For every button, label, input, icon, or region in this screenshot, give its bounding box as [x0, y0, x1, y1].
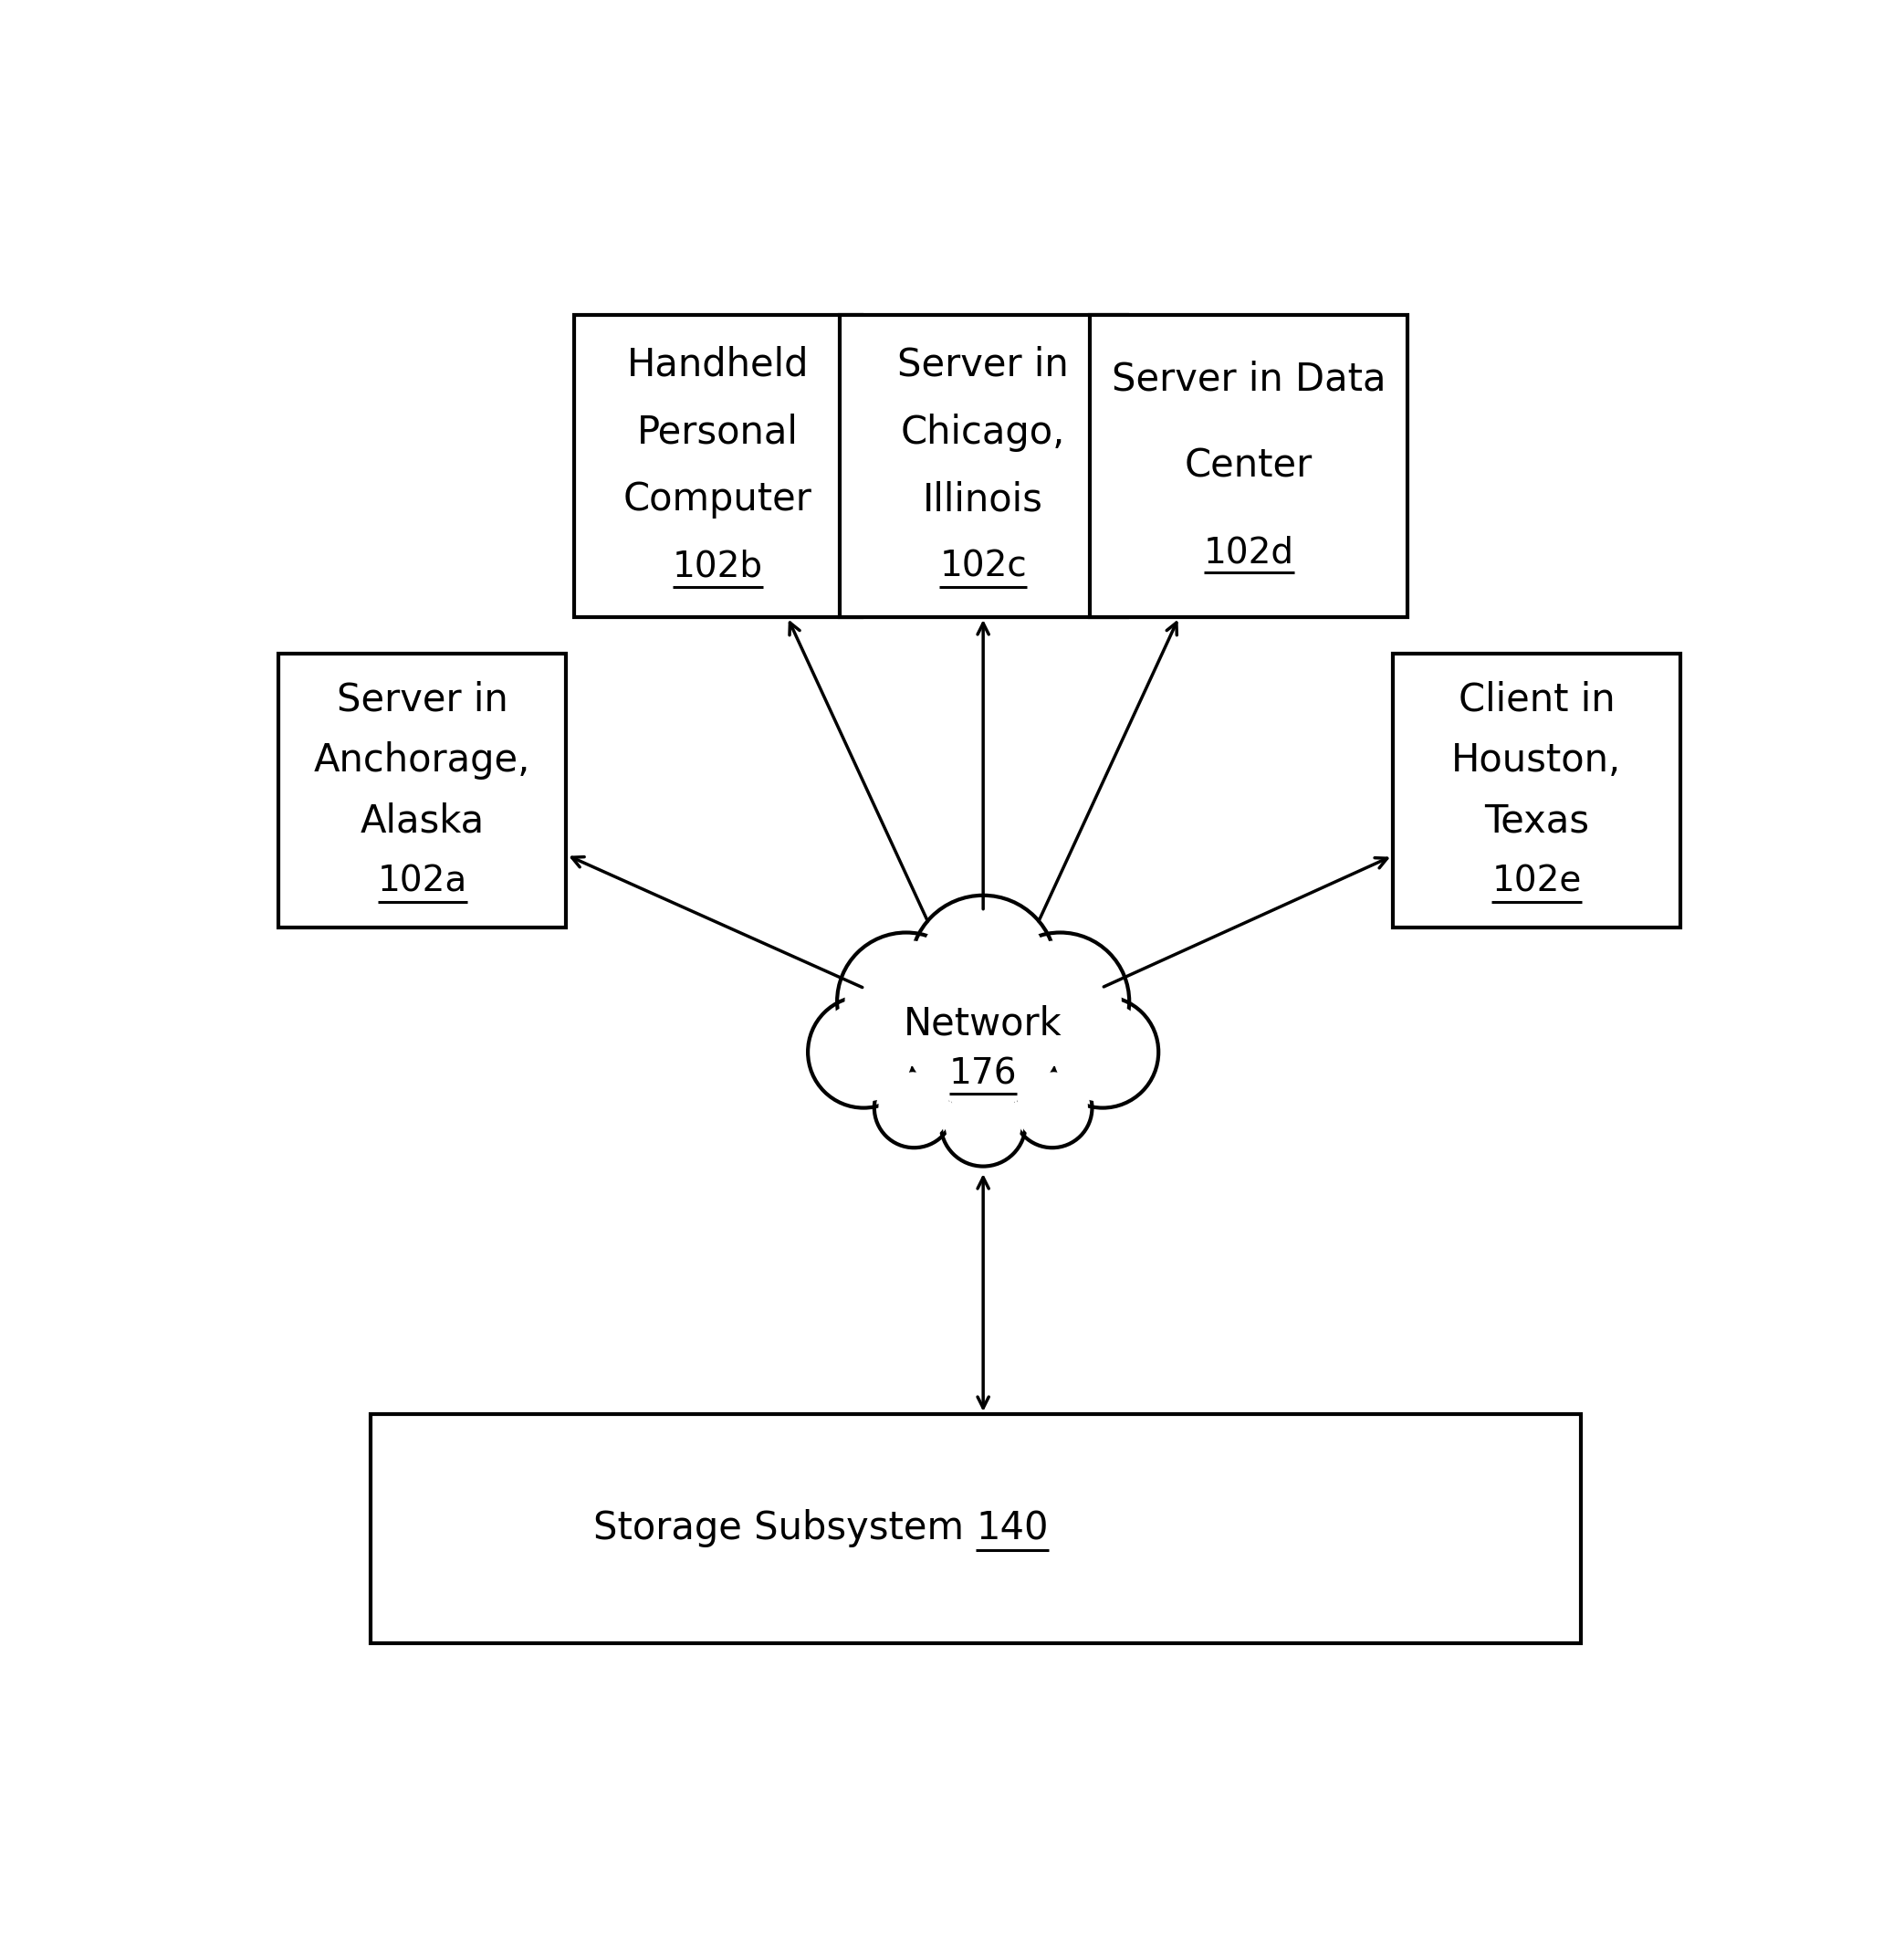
Text: Storage Subsystem: Storage Subsystem: [594, 1509, 975, 1548]
Circle shape: [874, 1068, 954, 1149]
FancyBboxPatch shape: [1392, 655, 1681, 927]
FancyBboxPatch shape: [1091, 316, 1407, 617]
Text: 102d: 102d: [1203, 535, 1295, 570]
Circle shape: [845, 941, 967, 1062]
FancyBboxPatch shape: [573, 316, 861, 617]
FancyBboxPatch shape: [371, 1413, 1580, 1642]
Text: 102e: 102e: [1491, 864, 1582, 900]
Text: 102c: 102c: [939, 549, 1026, 584]
Circle shape: [1017, 1072, 1087, 1143]
Text: 102a: 102a: [377, 864, 466, 900]
Text: Server in Data: Server in Data: [1112, 361, 1386, 398]
Circle shape: [838, 933, 975, 1070]
Text: Handheld: Handheld: [626, 345, 809, 384]
Text: Houston,: Houston,: [1451, 741, 1622, 780]
Text: 176: 176: [948, 1056, 1017, 1092]
Text: 102b: 102b: [672, 549, 764, 584]
Text: Network: Network: [904, 1005, 1062, 1043]
FancyBboxPatch shape: [278, 655, 565, 927]
Circle shape: [807, 996, 920, 1107]
Circle shape: [946, 1086, 1021, 1160]
Text: Texas: Texas: [1483, 802, 1590, 841]
Circle shape: [992, 933, 1129, 1070]
Text: Personal: Personal: [636, 414, 798, 451]
Circle shape: [815, 1004, 912, 1102]
Circle shape: [920, 904, 1047, 1033]
Circle shape: [1047, 996, 1158, 1107]
Circle shape: [904, 949, 1062, 1107]
Circle shape: [1053, 1004, 1152, 1102]
Text: Computer: Computer: [623, 480, 811, 519]
Text: Server in: Server in: [897, 345, 1068, 384]
Circle shape: [1013, 1068, 1093, 1149]
FancyBboxPatch shape: [840, 316, 1127, 617]
Text: Server in: Server in: [337, 680, 508, 719]
Circle shape: [910, 896, 1057, 1041]
Circle shape: [1000, 941, 1121, 1062]
Text: 140: 140: [975, 1509, 1049, 1548]
Text: Client in: Client in: [1458, 680, 1615, 719]
Circle shape: [880, 1072, 950, 1143]
Text: Center: Center: [1184, 447, 1312, 484]
Text: Illinois: Illinois: [923, 480, 1043, 519]
Circle shape: [893, 937, 1074, 1119]
Text: Anchorage,: Anchorage,: [314, 741, 531, 780]
Circle shape: [941, 1082, 1026, 1166]
Text: Alaska: Alaska: [360, 802, 486, 841]
Text: Chicago,: Chicago,: [901, 414, 1066, 451]
